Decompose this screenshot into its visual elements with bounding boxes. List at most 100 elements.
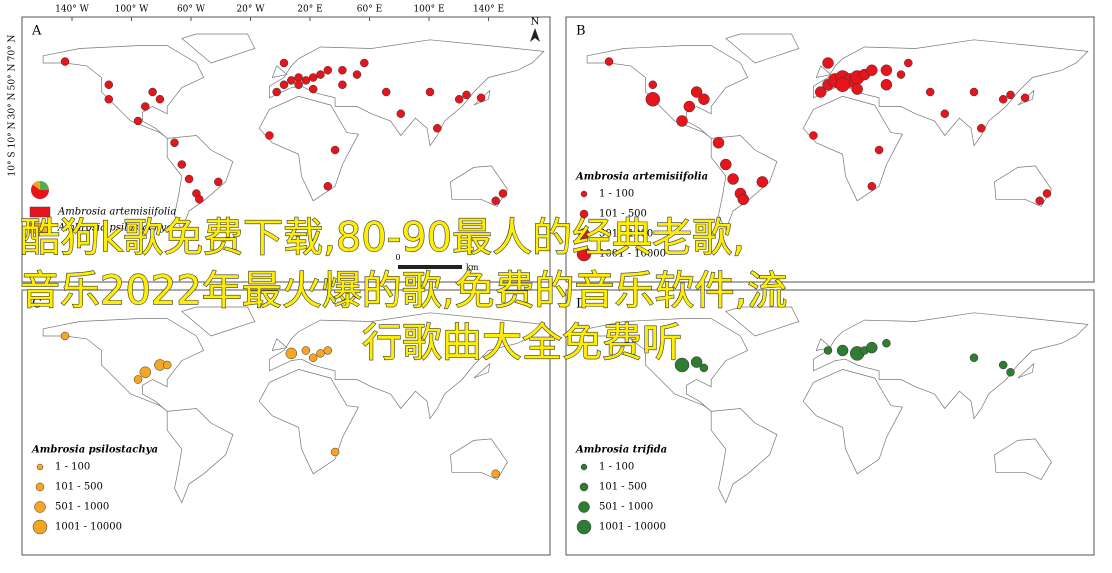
record-dot	[294, 73, 303, 82]
legend-label: 1001 - 10000	[55, 522, 122, 533]
record-dot	[139, 366, 152, 378]
record-dot	[882, 339, 891, 348]
record-dot	[60, 57, 70, 66]
record-dot	[148, 87, 157, 97]
legend-swatch	[29, 222, 51, 234]
landmass	[473, 362, 491, 379]
scale-bar	[398, 265, 462, 269]
record-dot	[195, 195, 204, 204]
panel-letter: A	[31, 24, 42, 39]
landmass	[166, 135, 234, 231]
record-dot	[155, 95, 165, 104]
lon-label: 60° E	[357, 5, 382, 15]
legend-label: 1 - 100	[599, 189, 634, 200]
record-dot	[896, 70, 906, 79]
record-dot	[969, 87, 979, 97]
legend-symbol	[32, 519, 48, 535]
record-dot	[1035, 196, 1044, 205]
record-dot	[396, 109, 406, 118]
record-dot	[323, 182, 333, 191]
landmass	[813, 312, 1089, 420]
lon-label: 140° W	[55, 5, 90, 15]
lon-label: 100° E	[413, 5, 444, 15]
record-dot	[184, 174, 194, 184]
legend-symbol	[576, 519, 592, 535]
scale-unit: km	[466, 263, 479, 272]
overlay-text: 音乐2022年最火爆的歌,免费的音乐软件,流	[20, 268, 787, 314]
legend-label: 501 - 1000	[599, 229, 653, 240]
record-dot	[690, 356, 703, 368]
record-dot	[301, 346, 311, 355]
record-dot	[880, 79, 893, 91]
record-dot	[338, 80, 347, 89]
landmass	[42, 45, 205, 139]
legend-label: 501 - 1000	[599, 502, 653, 513]
map-panel: C Ambrosia psilostachya 1 - 100 101 - 500 50…	[21, 289, 551, 556]
panel-letter: B	[576, 24, 586, 39]
record-dot	[177, 160, 187, 169]
record-dot	[998, 95, 1008, 104]
record-dot	[998, 360, 1008, 370]
lat-label: 30° N	[8, 93, 18, 120]
overlay-text: 酷狗k歌免费下载,80-90最人的经典老歌,	[20, 215, 745, 261]
pie-slice	[40, 181, 49, 190]
overlay-text: 行歌曲大全免费听	[362, 320, 682, 366]
lon-label: 100° W	[115, 5, 150, 15]
landmass	[271, 338, 288, 351]
record-dot	[648, 80, 658, 89]
record-dot	[272, 87, 281, 97]
scale-zero: 0	[395, 253, 400, 262]
record-dot	[977, 124, 986, 133]
record-dot	[756, 176, 769, 188]
record-dot	[720, 158, 732, 171]
legend-title: Ambrosia trifida	[575, 445, 667, 456]
legend-title: Ambrosia artemisiifolia	[575, 172, 708, 183]
record-dot	[1042, 189, 1052, 198]
legend-symbol	[35, 482, 45, 492]
record-dot	[851, 83, 863, 95]
record-dot	[867, 182, 877, 191]
record-dot	[170, 138, 179, 147]
record-dot	[874, 145, 884, 155]
lon-label: 60° W	[177, 5, 206, 15]
record-dot	[814, 86, 827, 98]
record-dot	[904, 58, 913, 68]
record-dot	[133, 375, 143, 384]
record-dot	[690, 86, 703, 98]
record-dot	[316, 349, 325, 358]
panel-letter: C	[32, 297, 42, 312]
map-panel: B Ambrosia artemisiifolia 1 - 100 101 - 500…	[565, 16, 1095, 283]
landmass	[815, 65, 832, 78]
landmass	[994, 438, 1052, 481]
record-dot	[454, 95, 464, 104]
landmass	[994, 165, 1052, 208]
record-dot	[104, 95, 114, 104]
record-dot	[104, 80, 114, 89]
record-dot	[381, 87, 391, 97]
lat-label: 10° N	[8, 122, 18, 149]
record-dot	[162, 360, 172, 370]
record-dot	[1006, 90, 1015, 100]
record-dot	[866, 64, 878, 76]
legend-symbol	[579, 209, 589, 219]
record-dot	[265, 131, 274, 140]
record-dot	[940, 109, 950, 118]
legend-symbol	[34, 501, 46, 513]
legend-symbol	[580, 463, 588, 471]
record-dot	[330, 145, 340, 155]
record-dot	[323, 346, 333, 355]
record-dot	[836, 344, 849, 357]
lat-label: 10° S	[8, 152, 18, 177]
record-dot	[323, 66, 333, 75]
lon-label: 140° E	[473, 5, 504, 15]
lon-label: 20° W	[236, 5, 265, 15]
record-dot	[294, 80, 303, 89]
record-dot	[352, 70, 362, 79]
record-dot	[308, 73, 318, 82]
record-dot	[360, 58, 369, 68]
record-dot	[969, 353, 979, 362]
legend-label: 501 - 1000	[55, 502, 109, 513]
landmass	[802, 369, 904, 475]
record-dot	[925, 87, 935, 97]
